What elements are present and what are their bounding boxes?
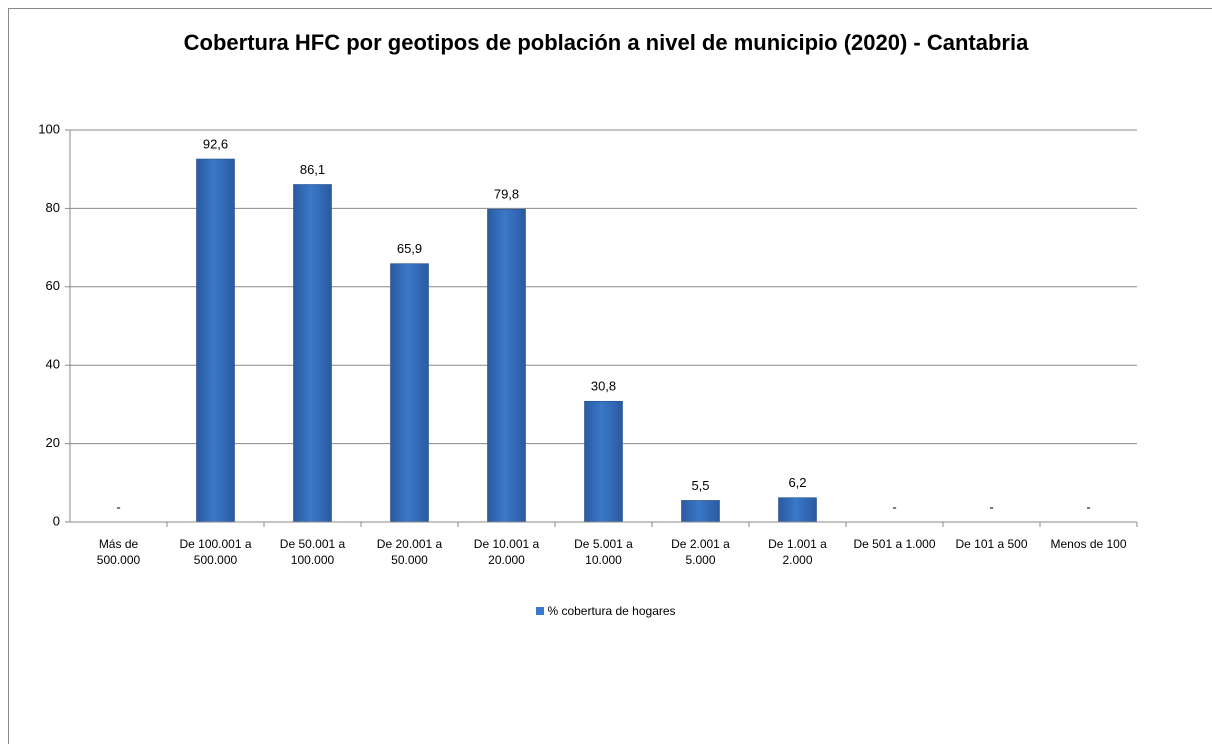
x-tick-label: De 2.001 a 5.000 bbox=[671, 537, 730, 567]
data-label: 65,9 bbox=[397, 241, 422, 256]
y-tick-label: 0 bbox=[53, 513, 60, 528]
frame bbox=[8, 8, 1212, 744]
bar bbox=[390, 263, 429, 523]
x-tick-label: De 5.001 a 10.000 bbox=[574, 537, 633, 567]
bar bbox=[778, 497, 817, 523]
x-tick-label: De 20.001 a 50.000 bbox=[376, 537, 443, 567]
x-tick-label: De 50.001 a 100.000 bbox=[279, 537, 346, 567]
legend-label: % cobertura de hogares bbox=[547, 604, 676, 618]
x-tick-label: Más de 500.000 bbox=[96, 537, 141, 567]
y-tick-label: 100 bbox=[38, 121, 60, 136]
data-label: 86,1 bbox=[300, 162, 325, 177]
data-label: 30,8 bbox=[591, 379, 616, 394]
x-tick-label: De 101 a 500 bbox=[955, 537, 1028, 551]
bar bbox=[293, 184, 332, 523]
data-label: - bbox=[892, 499, 896, 514]
data-label: - bbox=[116, 499, 120, 514]
data-label: - bbox=[989, 499, 993, 514]
data-label: 79,8 bbox=[494, 187, 519, 202]
y-tick-label: 60 bbox=[46, 278, 60, 293]
x-tick-label: De 10.001 a 20.000 bbox=[473, 537, 540, 567]
x-tick-label: De 501 a 1.000 bbox=[853, 537, 936, 551]
data-label: 92,6 bbox=[203, 136, 228, 151]
bar bbox=[487, 208, 526, 523]
legend-swatch bbox=[536, 607, 545, 615]
y-tick-label: 80 bbox=[46, 200, 60, 215]
y-tick-label: 40 bbox=[46, 357, 60, 372]
data-label: 6,2 bbox=[788, 475, 806, 490]
bar bbox=[584, 400, 623, 523]
x-tick-label: Menos de 100 bbox=[1050, 537, 1127, 551]
y-tick-label: 20 bbox=[46, 435, 60, 450]
data-label: - bbox=[1086, 499, 1090, 514]
data-label: 5,5 bbox=[691, 478, 709, 493]
x-tick-label: De 1.001 a 2.000 bbox=[768, 537, 827, 567]
bar bbox=[196, 158, 235, 523]
legend: % cobertura de hogares bbox=[0, 604, 1212, 618]
chart-title: Cobertura HFC por geotipos de población … bbox=[183, 30, 1029, 55]
x-tick-label: De 100.001 a 500.000 bbox=[179, 537, 252, 567]
bar bbox=[681, 500, 720, 523]
